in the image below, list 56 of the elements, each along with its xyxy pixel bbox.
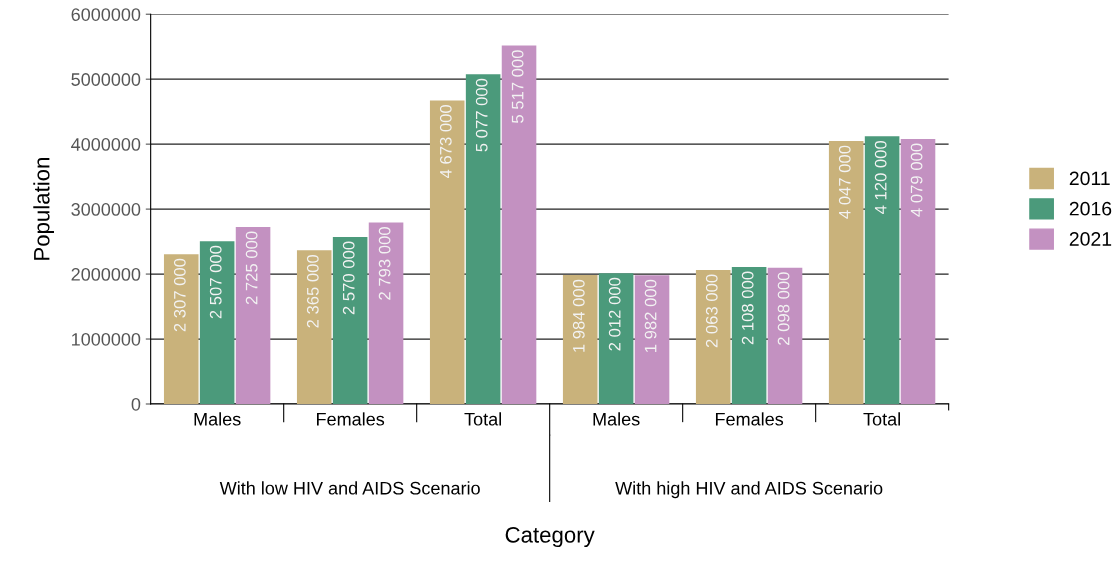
bar xyxy=(767,267,803,404)
bar xyxy=(235,226,271,404)
y-tick-label: 3000000 xyxy=(71,203,141,216)
bar xyxy=(900,139,936,404)
legend-label: 2021 xyxy=(1069,232,1112,246)
legend-label: 2011 xyxy=(1069,171,1110,186)
y-tick-label: 0 xyxy=(131,397,141,411)
data-label: 2 507 000 xyxy=(209,245,222,319)
data-label: 2 365 000 xyxy=(306,254,319,328)
x-tick-label: Females xyxy=(317,412,385,426)
y-tick-label: 5000000 xyxy=(71,73,141,86)
data-label: 4 673 000 xyxy=(439,104,452,179)
bar xyxy=(199,241,235,404)
bar xyxy=(731,267,767,404)
data-label: 2 307 000 xyxy=(173,258,186,332)
bar xyxy=(465,74,501,404)
bar xyxy=(296,250,332,404)
legend-label: 2016 xyxy=(1069,201,1112,216)
data-label: 2 570 000 xyxy=(342,241,355,315)
data-label: 4 079 000 xyxy=(910,143,923,217)
data-label: 2 725 000 xyxy=(245,231,258,305)
data-label: 4 120 000 xyxy=(874,140,887,214)
text: With low HIV and AIDS Scenario xyxy=(219,481,480,495)
data-label: 2 793 000 xyxy=(378,227,391,300)
x-tick-label: Total xyxy=(863,412,900,426)
bar xyxy=(634,275,670,404)
x-axis-title: Category xyxy=(505,526,595,548)
bar xyxy=(332,237,368,404)
bar xyxy=(429,100,465,404)
bar xyxy=(695,269,731,404)
data-label: 5 077 000 xyxy=(475,78,488,152)
y-tick-label: 1000000 xyxy=(72,332,141,346)
bar xyxy=(598,273,634,404)
data-label: 2 012 000 xyxy=(608,277,621,351)
data-label: 4 047 000 xyxy=(838,145,851,219)
x-tick-label: Males xyxy=(194,412,241,426)
y-axis-title: Population xyxy=(33,158,54,260)
y-tick-label: 4000000 xyxy=(71,138,141,151)
data-label: 2 098 000 xyxy=(777,272,790,345)
bar xyxy=(864,136,900,404)
data-label: 2 063 000 xyxy=(705,274,718,348)
y-tick-label: 2000000 xyxy=(71,268,141,281)
x-tick-label: Total xyxy=(464,412,501,426)
data-label: 2 108 000 xyxy=(741,271,754,345)
bar xyxy=(828,141,864,404)
bar xyxy=(163,254,199,404)
data-label: 5 517 000 xyxy=(511,50,524,123)
bar xyxy=(368,222,404,404)
bar xyxy=(501,45,537,404)
y-tick-label: 6000000 xyxy=(71,8,141,21)
data-label: 1 982 000 xyxy=(644,279,657,352)
x-tick-label: Males xyxy=(593,412,640,426)
x-tick-label: Females xyxy=(715,412,784,426)
text: With high HIV and AIDS Scenario xyxy=(615,481,883,499)
bar xyxy=(562,275,598,404)
data-label: 1 984 000 xyxy=(572,279,585,352)
